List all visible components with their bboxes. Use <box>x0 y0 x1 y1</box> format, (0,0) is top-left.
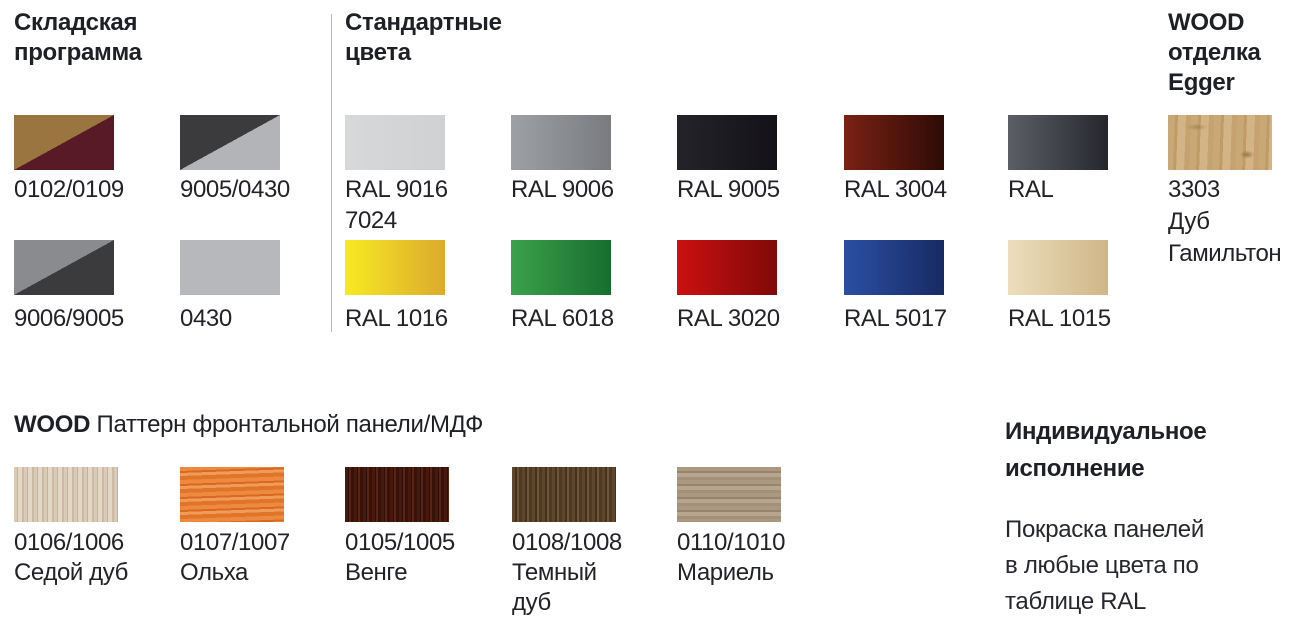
swatch-ral-9005 <box>677 115 777 170</box>
swatch-ral-7024 <box>1008 115 1108 170</box>
swatch-label-0107-alder: 0107/1007 Ольха <box>180 529 290 586</box>
swatch-label-0108-dark-oak: 0108/1008 Темный дуб <box>512 529 622 616</box>
custom-finish-title: Индивидуальное исполнение <box>1005 418 1207 482</box>
section-divider <box>331 14 332 332</box>
stock-program-title: Складская программа <box>14 9 142 66</box>
swatch-label-0105-wenge: 0105/1005 Венге <box>345 529 455 586</box>
swatch-label-9005-0430: 9005/0430 <box>180 176 290 203</box>
swatch-label-9006-9005: 9006/9005 <box>14 305 124 332</box>
swatch-label-ral-3004: RAL 3004 <box>844 176 947 203</box>
swatch-ral-9016 <box>345 115 445 170</box>
swatch-label-ral-1015: RAL 1015 <box>1008 305 1111 332</box>
wood-pattern-title: WOOD Паттерн фронтальной панели/МДФ <box>14 411 483 439</box>
swatch-label-0106-grey-oak: 0106/1006 Седой дуб <box>14 529 128 586</box>
swatch-ral-6018 <box>511 240 611 295</box>
swatch-label-0102-0109: 0102/0109 <box>14 176 124 203</box>
swatch-ral-3020 <box>677 240 777 295</box>
wood-egger-title: WOOD отделка Egger <box>1168 9 1261 96</box>
swatch-label-0430: 0430 <box>180 305 232 332</box>
standard-colors-title: Стандартные цвета <box>345 9 502 66</box>
custom-finish-body: Покраска панелей в любые цвета по таблиц… <box>1005 516 1204 615</box>
swatch-egger-3303-oak-hamilton <box>1168 115 1272 170</box>
swatch-0106-grey-oak <box>14 467 118 522</box>
swatch-label-ral-1016: RAL 1016 <box>345 305 448 332</box>
swatch-ral-1016 <box>345 240 445 295</box>
swatch-0102-0109 <box>14 115 114 170</box>
swatch-label-0110-mariel: 0110/1010 Мариель <box>677 529 786 586</box>
swatch-ral-1015 <box>1008 240 1108 295</box>
swatch-label-ral-9005: RAL 9005 <box>677 176 780 203</box>
swatch-ral-5017 <box>844 240 944 295</box>
swatch-0105-wenge <box>345 467 449 522</box>
swatch-label-ral-7024: RAL <box>1008 176 1054 203</box>
wood-pattern-title-rest: Паттерн фронтальной панели/МДФ <box>90 411 484 438</box>
swatch-label-egger-3303: 3303 Дуб Гамильтон <box>1168 176 1282 267</box>
swatch-0110-mariel <box>677 467 781 522</box>
swatch-0108-dark-oak <box>512 467 616 522</box>
swatch-9005-0430 <box>180 115 280 170</box>
swatch-label-ral-3020: RAL 3020 <box>677 305 780 332</box>
swatch-9006-9005 <box>14 240 114 295</box>
swatch-ral-3004 <box>844 115 944 170</box>
swatch-ral-9006 <box>511 115 611 170</box>
swatch-label-ral-6018: RAL 6018 <box>511 305 614 332</box>
swatch-label-ral-5017: RAL 5017 <box>844 305 947 332</box>
swatch-label-ral-9006: RAL 9006 <box>511 176 614 203</box>
wood-pattern-title-bold: WOOD <box>14 411 91 438</box>
swatch-0107-alder <box>180 467 284 522</box>
swatch-label-ral-9016: RAL 9016 7024 <box>345 176 448 234</box>
swatch-0430 <box>180 240 280 295</box>
